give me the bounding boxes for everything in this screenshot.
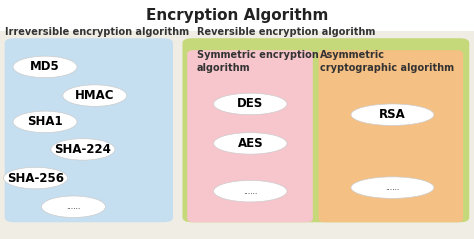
Ellipse shape	[63, 85, 127, 106]
Text: RSA: RSA	[379, 108, 406, 121]
Text: ......: ......	[385, 183, 400, 192]
Text: SHA-256: SHA-256	[7, 172, 64, 185]
Text: DES: DES	[237, 98, 264, 110]
Text: ......: ......	[66, 202, 81, 211]
Ellipse shape	[51, 139, 115, 160]
Ellipse shape	[213, 93, 287, 115]
Ellipse shape	[13, 56, 77, 78]
Text: SHA1: SHA1	[27, 115, 63, 128]
Ellipse shape	[351, 104, 434, 125]
FancyBboxPatch shape	[319, 50, 463, 222]
Text: Encryption Algorithm: Encryption Algorithm	[146, 8, 328, 23]
Text: ......: ......	[243, 187, 257, 196]
Ellipse shape	[351, 177, 434, 198]
Ellipse shape	[13, 111, 77, 133]
Text: Reversible encryption algorithm: Reversible encryption algorithm	[197, 27, 375, 37]
FancyBboxPatch shape	[0, 0, 474, 31]
Text: AES: AES	[237, 137, 263, 150]
Ellipse shape	[3, 167, 68, 189]
FancyBboxPatch shape	[182, 38, 469, 222]
Ellipse shape	[213, 133, 287, 154]
Text: Symmetric encryption
algorithm: Symmetric encryption algorithm	[197, 50, 319, 73]
FancyBboxPatch shape	[187, 50, 313, 222]
Text: HMAC: HMAC	[75, 89, 115, 102]
Text: MD5: MD5	[30, 60, 60, 73]
Text: Irreversible encryption algorithm: Irreversible encryption algorithm	[5, 27, 189, 37]
Ellipse shape	[213, 180, 287, 202]
Text: Asymmetric
cryptographic algorithm: Asymmetric cryptographic algorithm	[320, 50, 454, 73]
FancyBboxPatch shape	[5, 38, 173, 222]
Text: SHA-224: SHA-224	[55, 143, 111, 156]
Ellipse shape	[41, 196, 105, 217]
